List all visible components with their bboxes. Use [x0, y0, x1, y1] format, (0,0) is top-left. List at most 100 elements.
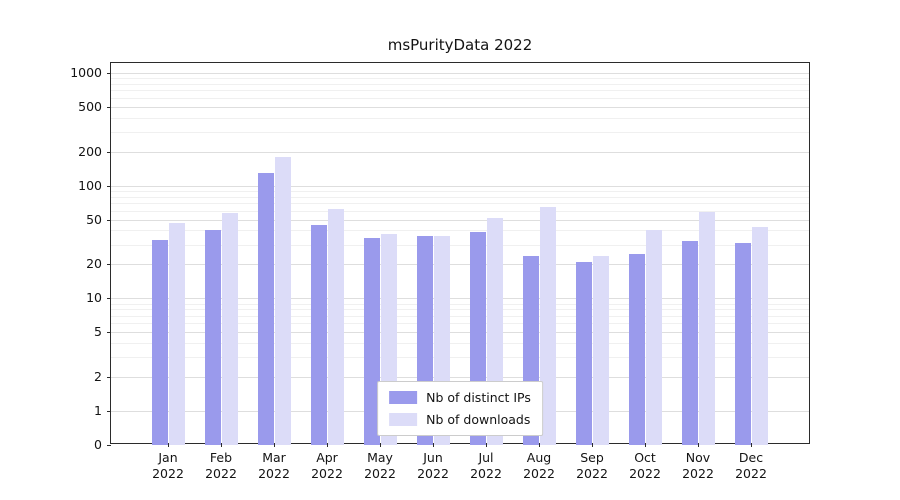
- bar-downloads: [275, 156, 291, 445]
- minor-gridline: [111, 83, 809, 85]
- x-tick-mark: [751, 443, 752, 447]
- bar-distinct-ips: [258, 172, 274, 445]
- minor-gridline: [111, 357, 809, 359]
- y-tick-mark: [107, 264, 111, 266]
- x-tick-label: Aug 2022: [523, 450, 555, 481]
- bar-downloads: [752, 226, 768, 445]
- major-gridline: [111, 332, 809, 334]
- major-gridline: [111, 219, 809, 221]
- minor-gridline: [111, 210, 809, 212]
- bar-downloads: [540, 206, 556, 445]
- x-tick-mark: [327, 443, 328, 447]
- y-tick-label: 20: [86, 256, 102, 272]
- minor-gridline: [111, 303, 809, 305]
- bar-distinct-ips: [205, 230, 221, 445]
- minor-gridline: [111, 97, 809, 99]
- y-tick-mark: [107, 151, 111, 153]
- y-tick-label: 10: [86, 290, 102, 306]
- x-tick-mark: [592, 443, 593, 447]
- bar-distinct-ips: [576, 262, 592, 445]
- minor-gridline: [111, 196, 809, 198]
- y-tick-label: 0: [94, 437, 102, 452]
- minor-gridline: [111, 78, 809, 80]
- major-gridline: [111, 377, 809, 379]
- bar-downloads: [646, 230, 662, 445]
- y-tick-label: 1: [94, 403, 102, 418]
- bar-distinct-ips: [735, 242, 751, 445]
- minor-gridline: [111, 131, 809, 133]
- x-tick-label: Feb 2022: [205, 450, 237, 481]
- x-tick-mark: [380, 443, 381, 447]
- major-gridline: [111, 264, 809, 266]
- y-tick-label: 500: [78, 98, 102, 114]
- bar-distinct-ips: [629, 253, 645, 445]
- x-tick-label: Oct 2022: [629, 450, 661, 481]
- y-tick-label: 1000: [70, 64, 102, 80]
- x-tick-mark: [539, 443, 540, 447]
- y-tick-mark: [107, 445, 111, 446]
- legend-swatch-downloads-icon: [389, 413, 418, 426]
- major-gridline: [111, 185, 809, 187]
- x-tick-label: Jan 2022: [152, 450, 184, 481]
- x-tick-label: Jun 2022: [417, 450, 449, 481]
- major-gridline: [111, 106, 809, 108]
- x-tick-label: Mar 2022: [258, 450, 290, 481]
- minor-gridline: [111, 244, 809, 246]
- minor-gridline: [111, 323, 809, 325]
- y-tick-mark: [107, 377, 111, 379]
- minor-gridline: [111, 343, 809, 345]
- minor-gridline: [111, 117, 809, 119]
- bar-downloads: [328, 209, 344, 445]
- major-gridline: [111, 72, 809, 74]
- plot-area: Nb of distinct IPs Nb of downloads 0 1 2 5 1…: [70, 62, 810, 481]
- x-tick-mark: [168, 443, 169, 447]
- minor-gridline: [111, 315, 809, 317]
- x-tick-mark: [486, 443, 487, 447]
- bar-distinct-ips: [682, 241, 698, 445]
- x-tick-label: Nov 2022: [682, 450, 714, 481]
- minor-gridline: [111, 309, 809, 311]
- legend-item-distinct-ips: Nb of distinct IPs: [389, 390, 531, 405]
- bar-distinct-ips: [152, 239, 168, 445]
- minor-gridline: [111, 190, 809, 192]
- x-tick-mark: [274, 443, 275, 447]
- y-tick-label: 5: [94, 324, 102, 340]
- y-tick-mark: [107, 219, 111, 221]
- x-tick-mark: [645, 443, 646, 447]
- major-gridline: [111, 151, 809, 153]
- y-tick-mark: [107, 332, 111, 334]
- y-tick-mark: [107, 72, 111, 74]
- legend: Nb of distinct IPs Nb of downloads: [377, 381, 543, 436]
- y-tick-label: 100: [78, 177, 102, 193]
- legend-label-downloads: Nb of downloads: [426, 412, 531, 427]
- y-tick-mark: [107, 106, 111, 108]
- bar-distinct-ips: [364, 238, 380, 445]
- x-tick-label: May 2022: [364, 450, 396, 481]
- y-tick-mark: [107, 298, 111, 300]
- x-tick-label: Dec 2022: [735, 450, 767, 481]
- y-tick-label: 200: [78, 143, 102, 159]
- bar-downloads: [593, 255, 609, 445]
- x-tick-mark: [433, 443, 434, 447]
- bar-distinct-ips: [311, 224, 327, 445]
- x-tick-mark: [698, 443, 699, 447]
- legend-swatch-distinct-ips-icon: [389, 391, 418, 404]
- x-tick-label: Apr 2022: [311, 450, 343, 481]
- x-tick-mark: [221, 443, 222, 447]
- bar-downloads: [699, 212, 715, 445]
- y-tick-label: 50: [86, 211, 102, 227]
- minor-gridline: [111, 203, 809, 205]
- legend-item-downloads: Nb of downloads: [389, 412, 531, 427]
- y-tick-mark: [107, 185, 111, 187]
- minor-gridline: [111, 90, 809, 92]
- x-tick-label: Sep 2022: [576, 450, 608, 481]
- bar-downloads: [222, 213, 238, 445]
- y-tick-mark: [107, 411, 111, 412]
- bar-downloads: [169, 222, 185, 445]
- legend-label-distinct-ips: Nb of distinct IPs: [426, 390, 531, 405]
- chart-title: msPurityData 2022: [387, 36, 533, 54]
- major-gridline: [111, 298, 809, 300]
- minor-gridline: [111, 230, 809, 232]
- y-tick-label: 2: [94, 369, 102, 385]
